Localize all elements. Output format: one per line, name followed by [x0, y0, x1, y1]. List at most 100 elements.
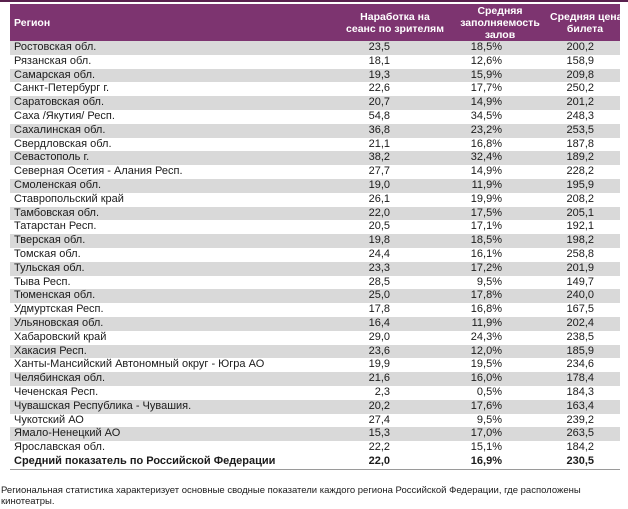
price-cell: 248,3 [550, 109, 620, 124]
price-cell: 178,4 [550, 372, 620, 386]
price-cell: 239,2 [550, 413, 620, 428]
occupancy-cell: 11,9% [450, 178, 550, 193]
table-row: Свердловская обл. 21,1 16,8% 187,8 [10, 137, 620, 152]
viewers-cell: 23,3 [340, 261, 450, 276]
column-header-region-label: Регион [14, 16, 51, 29]
occupancy-cell: 11,9% [450, 316, 550, 331]
top-rule [0, 0, 628, 2]
viewers-cell: 25,0 [340, 289, 450, 304]
price-cell: 189,2 [550, 151, 620, 166]
price-cell: 253,5 [550, 123, 620, 138]
price-cell: 238,5 [550, 330, 620, 345]
viewers-cell: 20,2 [340, 399, 450, 414]
viewers-cell: 28,5 [340, 275, 450, 290]
viewers-cell: 36,8 [340, 123, 450, 138]
occupancy-cell: 14,9% [450, 96, 550, 110]
region-cell: Ростовская обл. [10, 41, 340, 55]
region-cell: Челябинская обл. [10, 372, 340, 386]
table-row: Хакасия Респ. 23,6 12,0% 185,9 [10, 344, 620, 359]
occupancy-cell: 15,1% [450, 441, 550, 455]
region-cell: Чеченская Респ. [10, 385, 340, 400]
viewers-cell: 15,3 [340, 427, 450, 442]
price-cell: 234,6 [550, 358, 620, 373]
price-cell: 184,2 [550, 441, 620, 455]
region-cell: Севастополь г. [10, 151, 340, 166]
table-row: Тыва Респ. 28,5 9,5% 149,7 [10, 275, 620, 290]
region-cell: Самарская обл. [10, 68, 340, 83]
viewers-cell: 16,4 [340, 316, 450, 331]
table-row: Чукотский АО 27,4 9,5% 239,2 [10, 413, 620, 428]
occupancy-cell: 17,6% [450, 399, 550, 414]
price-cell: 184,3 [550, 385, 620, 400]
summary-occupancy-value: 16,9% [450, 454, 550, 470]
occupancy-cell: 16,1% [450, 247, 550, 262]
occupancy-cell: 17,2% [450, 261, 550, 276]
region-cell: Смоленская обл. [10, 178, 340, 193]
price-cell: 201,9 [550, 261, 620, 276]
table-row: Чеченская Респ. 2,3 0,5% 184,3 [10, 385, 620, 400]
occupancy-cell: 9,5% [450, 413, 550, 428]
occupancy-cell: 16,8% [450, 303, 550, 317]
viewers-cell: 26,1 [340, 192, 450, 207]
viewers-cell: 24,4 [340, 247, 450, 262]
price-cell: 250,2 [550, 82, 620, 97]
viewers-cell: 29,0 [340, 330, 450, 345]
table-row: Саха /Якутия/ Респ. 54,8 34,5% 248,3 [10, 109, 620, 124]
price-cell: 163,4 [550, 399, 620, 414]
table-row: Северная Осетия - Алания Респ. 27,7 14,9% 2… [10, 165, 620, 179]
table-body: Ростовская обл. 23,5 18,5% 200,2 Рязанская о… [10, 41, 620, 455]
occupancy-cell: 23,2% [450, 123, 550, 138]
summary-row: Средний показатель по Российской Федерац… [10, 454, 620, 470]
column-header-line: залов [484, 28, 516, 41]
region-cell: Чукотский АО [10, 413, 340, 428]
occupancy-cell: 19,9% [450, 192, 550, 207]
column-header-occupancy: Средняя заполняемость залов [450, 4, 550, 41]
table-row: Томская обл. 24,4 16,1% 258,8 [10, 247, 620, 262]
price-cell: 240,0 [550, 289, 620, 304]
occupancy-cell: 32,4% [450, 151, 550, 166]
occupancy-cell: 12,6% [450, 54, 550, 69]
occupancy-cell: 17,8% [450, 289, 550, 304]
summary-label: Средний показатель по Российской Федерац… [10, 454, 340, 470]
occupancy-cell: 14,9% [450, 165, 550, 179]
viewers-cell: 22,6 [340, 82, 450, 97]
region-cell: Хабаровский край [10, 330, 340, 345]
occupancy-cell: 19,5% [450, 358, 550, 373]
viewers-cell: 23,5 [340, 41, 450, 55]
column-header-line: заполняемость [460, 16, 540, 29]
table-row: Смоленская обл. 19,0 11,9% 195,9 [10, 178, 620, 193]
region-cell: Свердловская обл. [10, 137, 340, 152]
occupancy-cell: 0,5% [450, 385, 550, 400]
column-header-line: Средняя [477, 4, 523, 17]
table-row: Челябинская обл. 21,6 16,0% 178,4 [10, 372, 620, 386]
regional-stats-table: Регион Наработка на сеанс по зрителям Ср… [10, 4, 623, 470]
region-cell: Рязанская обл. [10, 54, 340, 69]
table-row: Хабаровский край 29,0 24,3% 238,5 [10, 330, 620, 345]
column-header-viewers-per-session: Наработка на сеанс по зрителям [340, 4, 450, 41]
summary-price-value: 230,5 [550, 454, 620, 470]
region-cell: Тюменская обл. [10, 289, 340, 304]
viewers-cell: 20,5 [340, 220, 450, 235]
price-cell: 228,2 [550, 165, 620, 179]
price-cell: 205,1 [550, 206, 620, 221]
occupancy-cell: 17,7% [450, 82, 550, 97]
viewers-cell: 54,8 [340, 109, 450, 124]
table-row: Ханты-Мансийский Автономный округ - Югра… [10, 358, 620, 373]
table-row: Севастополь г. 38,2 32,4% 189,2 [10, 151, 620, 166]
viewers-cell: 19,9 [340, 358, 450, 373]
table-row: Рязанская обл. 18,1 12,6% 158,9 [10, 54, 620, 69]
price-cell: 192,1 [550, 220, 620, 235]
table-header: Регион Наработка на сеанс по зрителям Ср… [10, 4, 623, 41]
occupancy-cell: 15,9% [450, 68, 550, 83]
region-cell: Сахалинская обл. [10, 123, 340, 138]
price-cell: 149,7 [550, 275, 620, 290]
region-cell: Ставропольский край [10, 192, 340, 207]
viewers-cell: 21,6 [340, 372, 450, 386]
price-cell: 258,8 [550, 247, 620, 262]
region-cell: Тыва Респ. [10, 275, 340, 290]
region-cell: Тульская обл. [10, 261, 340, 276]
occupancy-cell: 16,0% [450, 372, 550, 386]
price-cell: 209,8 [550, 68, 620, 83]
occupancy-cell: 34,5% [450, 109, 550, 124]
viewers-cell: 19,0 [340, 178, 450, 193]
